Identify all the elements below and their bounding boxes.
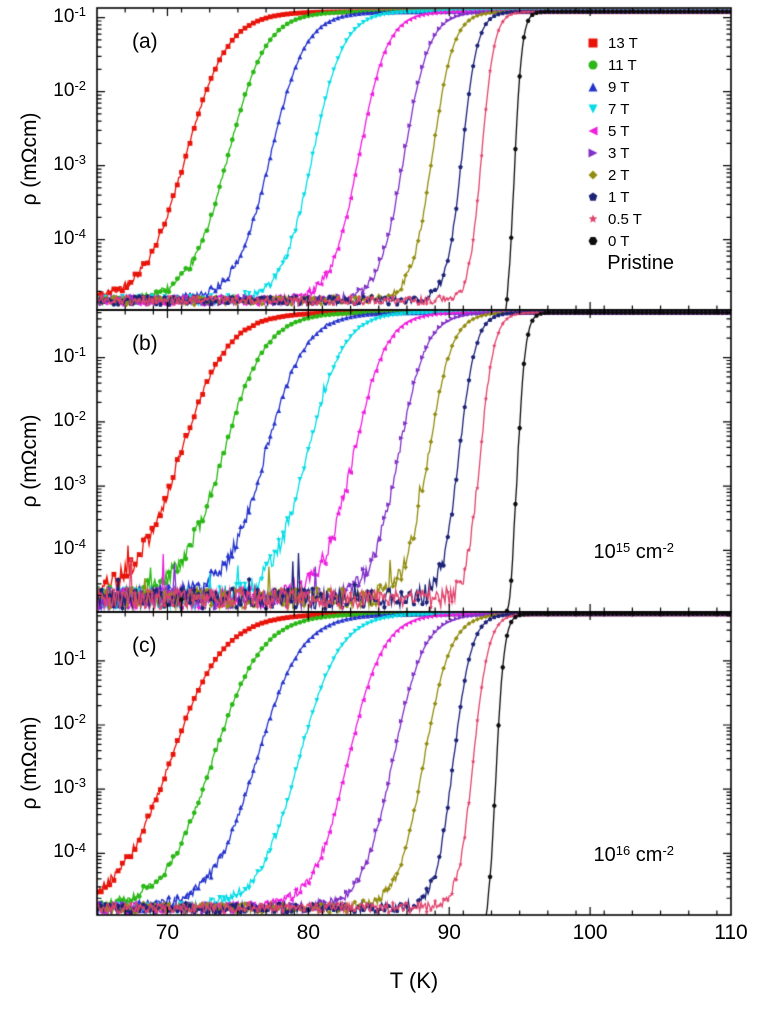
y-tick-label: 10-3 — [53, 151, 86, 175]
legend-item-13-T: 13 T — [586, 32, 642, 54]
legend-item-0-T: 0 T — [586, 230, 642, 252]
y-tick-label: 10-1 — [53, 343, 86, 367]
legend-item-7-T: 7 T — [586, 98, 642, 120]
legend-label: 11 T — [608, 56, 637, 74]
legend-label: 0.5 T — [608, 210, 642, 228]
panel-tag-a: (a) — [132, 30, 158, 53]
y-tick-label: 10-2 — [53, 77, 86, 101]
legend-item-9-T: 9 T — [586, 76, 642, 98]
x-tick-label: 90 — [437, 921, 461, 944]
legend-item-2-T: 2 T — [586, 164, 642, 186]
star-marker-icon — [586, 212, 600, 226]
y-axis-title-panel-c: ρ (mΩcm) — [18, 716, 41, 810]
panel-annotation-b: 1015 cm-2 — [593, 539, 675, 564]
y-tick-label: 10-4 — [53, 536, 86, 560]
panel-annotation-c: 1016 cm-2 — [593, 842, 675, 867]
triangle-left-marker-icon — [586, 124, 600, 138]
legend-label: 5 T — [608, 122, 630, 140]
legend-label: 0 T — [608, 232, 630, 250]
legend-item-5-T: 5 T — [586, 120, 642, 142]
legend-label: 2 T — [608, 166, 630, 184]
legend: 13 T 11 T 9 T 7 T 5 T 3 T 2 T 1 T 0.5 T 0 T — [586, 32, 642, 252]
y-tick-label: 10-4 — [53, 839, 86, 863]
hexagon-marker-icon — [586, 234, 600, 248]
legend-label: 1 T — [608, 188, 630, 206]
legend-label: 7 T — [608, 100, 630, 118]
legend-label: 9 T — [608, 78, 630, 96]
legend-item-3-T: 3 T — [586, 142, 642, 164]
legend-item-11-T: 11 T — [586, 54, 642, 76]
y-tick-label: 10-3 — [53, 775, 86, 799]
triangle-right-marker-icon — [586, 146, 600, 160]
y-tick-label: 10-2 — [53, 407, 86, 431]
legend-item-0-5-T: 0.5 T — [586, 208, 642, 230]
square-marker-icon — [586, 36, 600, 50]
triangle-up-marker-icon — [586, 80, 600, 94]
x-tick-label: 110 — [714, 921, 748, 944]
panel-tag-b: (b) — [132, 332, 158, 355]
y-tick-label: 10-1 — [53, 646, 86, 670]
y-tick-label: 10-1 — [53, 3, 86, 27]
circle-marker-icon — [586, 58, 600, 72]
triangle-down-marker-icon — [586, 102, 600, 116]
diamond-marker-icon — [586, 168, 600, 182]
y-tick-label: 10-3 — [53, 472, 86, 496]
y-tick-label: 10-2 — [53, 711, 86, 734]
x-tick-label: 70 — [155, 921, 180, 944]
legend-item-1-T: 1 T — [586, 186, 642, 208]
pentagon-marker-icon — [586, 190, 600, 204]
legend-label: 13 T — [608, 34, 638, 52]
panel-annotation-a: Pristine — [607, 252, 674, 274]
x-tick-label: 100 — [572, 921, 608, 944]
panel-tag-c: (c) — [132, 634, 157, 657]
x-tick-label: 80 — [296, 921, 320, 944]
legend-label: 3 T — [608, 144, 630, 162]
x-axis-title: T (K) — [389, 968, 439, 993]
y-tick-label: 10-4 — [53, 225, 86, 249]
